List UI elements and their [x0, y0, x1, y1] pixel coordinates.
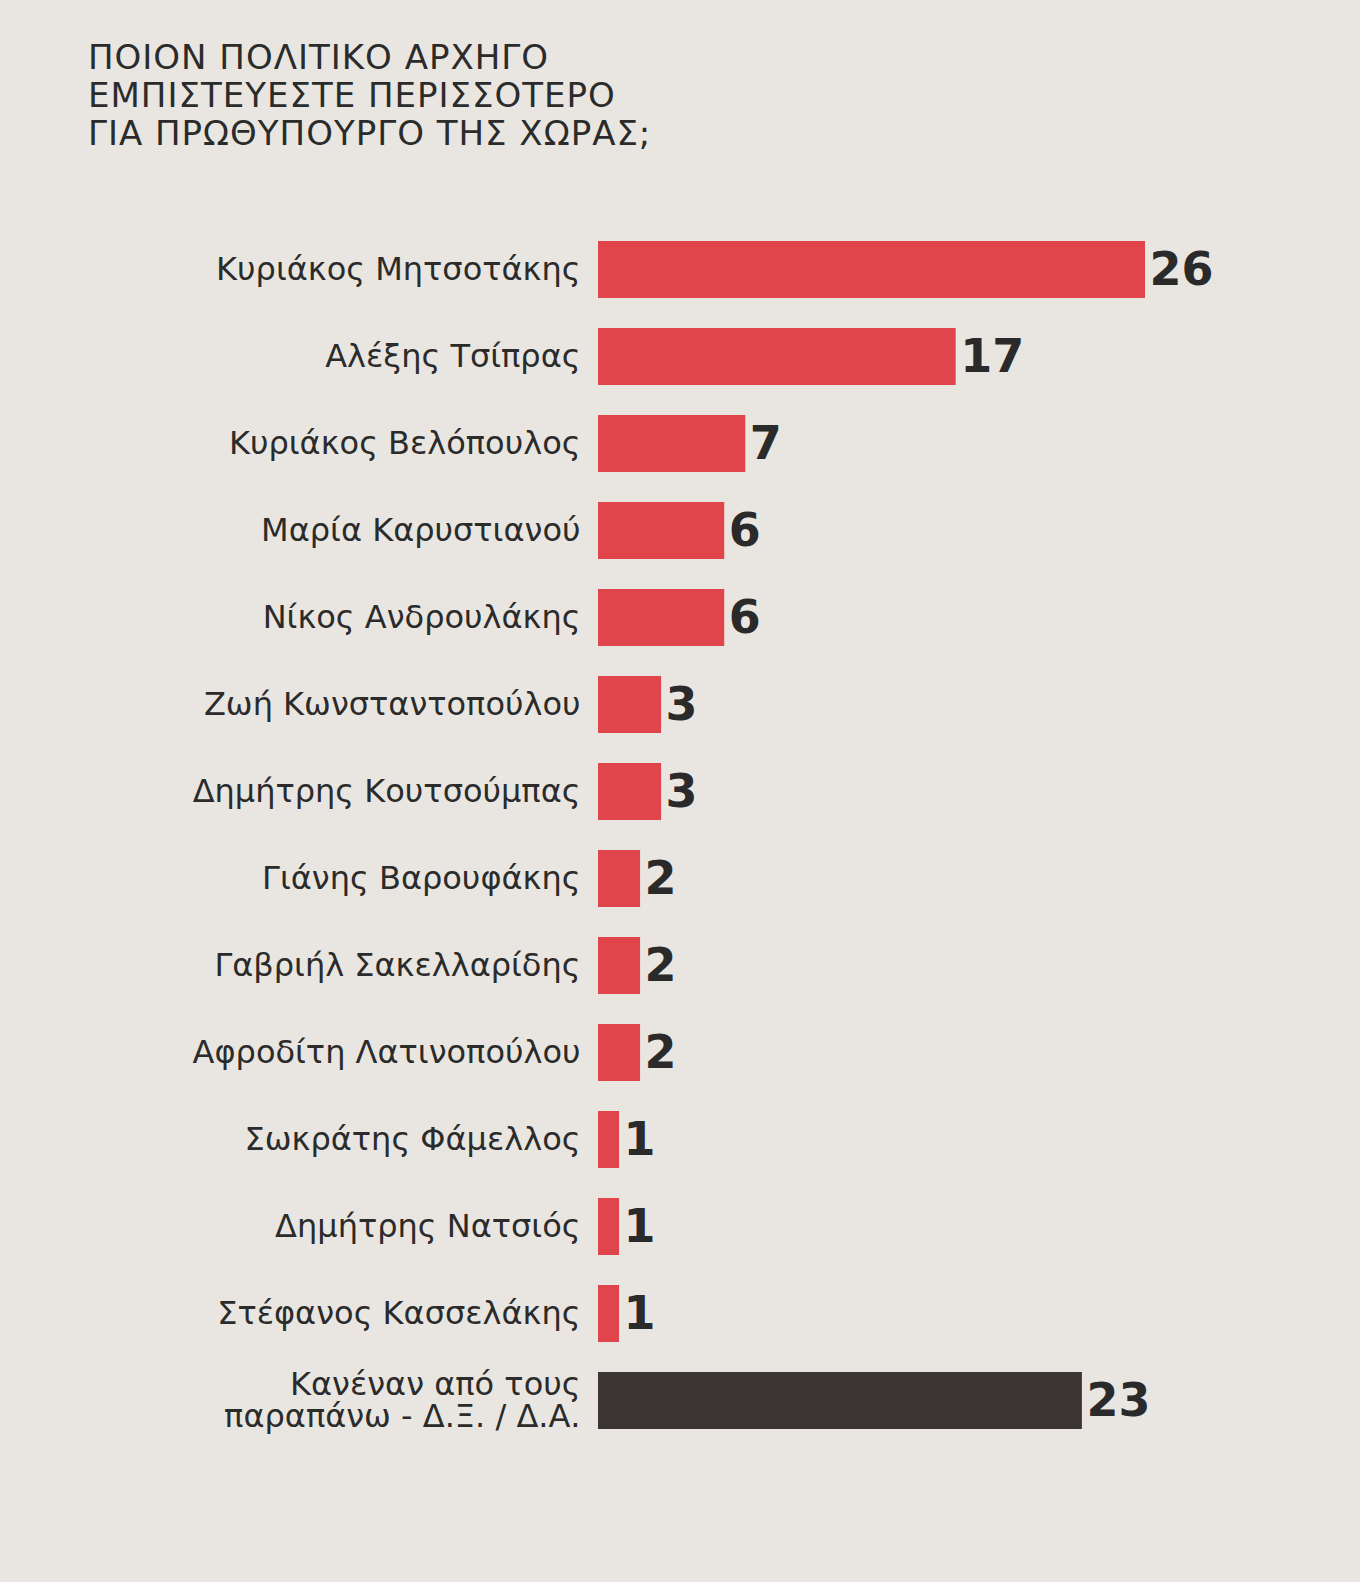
svg-text:Αφροδίτη Λατινοπούλου: Αφροδίτη Λατινοπούλου	[193, 1033, 581, 1071]
svg-text:Ζωή Κωνσταντοπούλου: Ζωή Κωνσταντοπούλου	[204, 685, 581, 723]
svg-text:2: 2	[645, 851, 677, 905]
svg-text:3: 3	[666, 764, 698, 818]
svg-text:1: 1	[624, 1286, 656, 1340]
svg-text:3: 3	[666, 677, 698, 731]
svg-text:Κυριάκος Μητσοτάκης: Κυριάκος Μητσοτάκης	[216, 250, 580, 288]
svg-text:2: 2	[645, 938, 677, 992]
svg-text:Νίκος Ανδρουλάκης: Νίκος Ανδρουλάκης	[263, 598, 581, 636]
svg-text:Μαρία Καρυστιανού: Μαρία Καρυστιανού	[261, 511, 580, 549]
svg-text:6: 6	[729, 590, 761, 644]
svg-text:1: 1	[624, 1112, 656, 1166]
svg-text:23: 23	[1086, 1373, 1150, 1427]
svg-text:Γαβριήλ Σακελλαρίδης: Γαβριήλ Σακελλαρίδης	[214, 946, 580, 984]
svg-text:26: 26	[1150, 242, 1214, 296]
svg-text:7: 7	[750, 416, 782, 470]
svg-text:Στέφανος Κασσελάκης: Στέφανος Κασσελάκης	[217, 1294, 580, 1332]
html-text:ΠΟΙΟΝ ΠΟΛΙΤΙΚΟ ΑΡΧΗΓΟ ΕΜΠΙΣΤΕΥ: ΠΟΙΟΝ ΠΟΛΙΤΙΚΟ ΑΡΧΗΓΟ ΕΜΠΙΣΤΕΥΕΣΤΕ ΠΕΡΙΣ…	[88, 37, 652, 153]
svg-text:Αλέξης Τσίπρας: Αλέξης Τσίπρας	[325, 337, 580, 375]
svg-text:17: 17	[960, 329, 1024, 383]
svg-text:2: 2	[645, 1025, 677, 1079]
svg-text:Γιάνης Βαρουφάκης: Γιάνης Βαρουφάκης	[262, 859, 580, 897]
svg-text:6: 6	[729, 503, 761, 557]
svg-text:Κανέναν από τουςπαραπάνω - Δ.Ξ: Κανέναν από τουςπαραπάνω - Δ.Ξ. / Δ.Α.	[224, 1365, 580, 1435]
svg-text:Σωκράτης Φάμελλος: Σωκράτης Φάμελλος	[245, 1120, 581, 1158]
svg-text:Δημήτρης Κουτσούμπας: Δημήτρης Κουτσούμπας	[193, 772, 581, 810]
svg-text:Κυριάκος Βελόπουλος: Κυριάκος Βελόπουλος	[229, 424, 581, 462]
svg-text:Δημήτρης Νατσιός: Δημήτρης Νατσιός	[275, 1207, 580, 1245]
svg-text:1: 1	[624, 1199, 656, 1253]
